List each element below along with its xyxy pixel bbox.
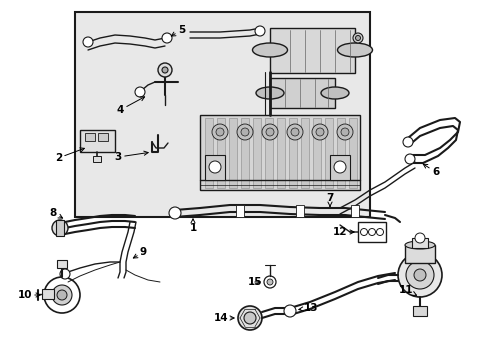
Text: 11: 11 — [398, 285, 416, 295]
Bar — [217, 118, 224, 188]
Bar — [98, 133, 108, 141]
Circle shape — [162, 67, 168, 73]
Bar — [57, 260, 67, 268]
Bar — [348, 118, 356, 188]
Bar — [350, 205, 358, 217]
Ellipse shape — [352, 33, 362, 43]
Bar — [295, 205, 304, 217]
Bar — [93, 156, 101, 162]
Text: 15: 15 — [247, 277, 262, 287]
Circle shape — [368, 229, 375, 235]
Circle shape — [237, 124, 252, 140]
Text: 2: 2 — [55, 148, 84, 163]
Bar — [404, 245, 434, 263]
Circle shape — [414, 233, 424, 243]
Bar — [56, 220, 64, 236]
Bar — [85, 133, 95, 141]
Circle shape — [44, 277, 80, 313]
Bar — [276, 118, 285, 188]
Circle shape — [413, 269, 425, 281]
Circle shape — [265, 128, 273, 136]
Bar — [412, 306, 426, 316]
Ellipse shape — [337, 43, 372, 57]
Bar — [228, 118, 237, 188]
Bar — [264, 118, 272, 188]
Circle shape — [158, 63, 172, 77]
Ellipse shape — [256, 87, 284, 99]
Bar — [325, 118, 332, 188]
Text: 8: 8 — [50, 208, 62, 218]
Bar — [336, 118, 345, 188]
Circle shape — [402, 137, 412, 147]
Circle shape — [162, 33, 172, 43]
Bar — [301, 118, 308, 188]
Bar — [357, 222, 385, 242]
Ellipse shape — [404, 241, 434, 249]
Circle shape — [208, 161, 221, 173]
Bar — [75, 12, 369, 217]
Circle shape — [311, 124, 327, 140]
Text: 12: 12 — [332, 227, 353, 237]
Text: 7: 7 — [325, 193, 333, 206]
Circle shape — [333, 161, 346, 173]
Circle shape — [290, 128, 298, 136]
Circle shape — [397, 253, 441, 297]
Circle shape — [376, 229, 383, 235]
Text: 1: 1 — [189, 219, 196, 233]
Circle shape — [262, 124, 278, 140]
Text: 3: 3 — [115, 151, 148, 162]
Text: 9: 9 — [133, 247, 147, 258]
Text: 4: 4 — [116, 97, 144, 115]
Circle shape — [264, 276, 275, 288]
Ellipse shape — [355, 36, 360, 40]
Circle shape — [404, 154, 414, 164]
Bar — [204, 155, 224, 180]
Circle shape — [405, 261, 433, 289]
Circle shape — [52, 220, 68, 236]
Bar — [329, 155, 349, 180]
Bar — [241, 118, 248, 188]
Circle shape — [336, 124, 352, 140]
Bar — [288, 118, 296, 188]
Circle shape — [52, 285, 72, 305]
Circle shape — [286, 124, 303, 140]
Text: 10: 10 — [18, 290, 40, 300]
Ellipse shape — [252, 43, 287, 57]
Circle shape — [60, 269, 70, 279]
Circle shape — [244, 312, 256, 324]
Circle shape — [254, 26, 264, 36]
Text: 13: 13 — [298, 303, 317, 313]
Circle shape — [57, 290, 67, 300]
Circle shape — [83, 37, 93, 47]
Bar — [80, 130, 115, 152]
Bar — [411, 238, 427, 248]
Bar — [269, 28, 354, 73]
Text: 6: 6 — [423, 164, 438, 177]
Circle shape — [238, 306, 262, 330]
Circle shape — [284, 305, 295, 317]
Circle shape — [135, 87, 145, 97]
Bar — [252, 118, 261, 188]
Circle shape — [216, 128, 224, 136]
Bar — [236, 205, 244, 217]
Circle shape — [360, 229, 367, 235]
Bar — [269, 78, 334, 108]
Circle shape — [340, 128, 348, 136]
Circle shape — [241, 128, 248, 136]
Circle shape — [266, 279, 272, 285]
Circle shape — [169, 207, 181, 219]
Bar — [204, 118, 213, 188]
Ellipse shape — [320, 87, 348, 99]
Circle shape — [212, 124, 227, 140]
Bar — [312, 118, 320, 188]
Bar — [42, 289, 54, 299]
Circle shape — [315, 128, 324, 136]
Text: 5: 5 — [171, 25, 185, 36]
Bar — [200, 115, 359, 190]
Text: 14: 14 — [213, 313, 234, 323]
